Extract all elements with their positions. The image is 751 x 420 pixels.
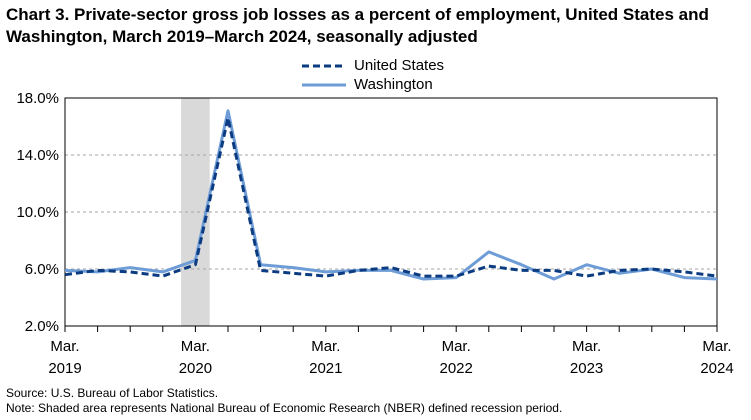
footnotes: Source: U.S. Bureau of Labor Statistics.… <box>6 386 562 416</box>
source-note: Source: U.S. Bureau of Labor Statistics. <box>6 386 219 400</box>
x-tick-label: 2022 <box>440 360 473 377</box>
legend-label-wa: Washington <box>354 76 433 93</box>
x-tick-label: Mar. <box>442 338 471 355</box>
legend-item-wa: Washington <box>300 75 444 94</box>
chart-title: Chart 3. Private-sector gross job losses… <box>6 5 709 46</box>
x-tick-label: 2024 <box>700 360 733 377</box>
line-chart: 2.0% 6.0% 10.0% 14.0% 18.0% Mar. 2019 Mar. 2020 M… <box>16 90 733 377</box>
legend-swatch-wa <box>302 83 346 87</box>
x-tick-label: 2023 <box>570 360 603 377</box>
legend: United States Washington <box>300 56 444 94</box>
y-tick-label: 18.0% <box>16 90 59 107</box>
y-tick-label: 14.0% <box>16 147 59 164</box>
x-tick-label: Mar. <box>702 338 731 355</box>
series-line-wa <box>64 109 718 281</box>
series-line-us <box>64 116 718 278</box>
legend-label-us: United States <box>354 57 445 74</box>
y-tick-label: 2.0% <box>25 318 59 335</box>
recession-note: Note: Shaded area represents National Bu… <box>6 401 563 415</box>
x-tick-label: 2021 <box>309 360 342 377</box>
legend-swatch-us <box>302 64 346 68</box>
y-tick-label: 10.0% <box>16 204 59 221</box>
x-tick-label: 2020 <box>179 360 212 377</box>
x-tick-label: Mar. <box>181 338 210 355</box>
x-tick-label: Mar. <box>572 338 601 355</box>
y-tick-label: 6.0% <box>25 261 59 278</box>
x-tick-label: Mar. <box>50 338 79 355</box>
x-tick-label: 2019 <box>48 360 81 377</box>
x-tick-label: Mar. <box>311 338 340 355</box>
legend-item-us: United States <box>300 56 444 75</box>
